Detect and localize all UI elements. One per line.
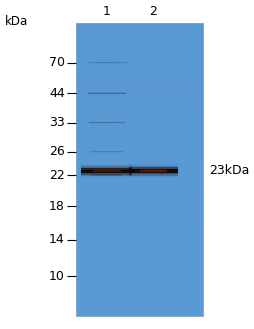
Bar	[139, 168, 166, 169]
Bar	[129, 177, 177, 178]
Text: 26: 26	[49, 145, 65, 158]
Bar	[92, 172, 120, 173]
Text: 2: 2	[149, 5, 157, 18]
Bar	[81, 167, 132, 168]
Bar	[129, 168, 177, 169]
Bar	[81, 167, 132, 168]
Bar	[92, 171, 120, 172]
Bar	[139, 169, 166, 170]
Bar	[129, 172, 177, 173]
Bar	[75, 62, 202, 82]
Bar	[81, 169, 132, 170]
Bar	[129, 170, 177, 171]
Bar	[75, 82, 202, 101]
Bar	[129, 174, 177, 175]
Bar	[81, 171, 132, 172]
Bar	[75, 23, 202, 316]
Bar	[75, 101, 202, 121]
Bar	[81, 174, 132, 175]
Text: 10: 10	[49, 270, 65, 283]
Bar	[139, 171, 166, 172]
Bar	[129, 166, 177, 167]
Bar	[129, 169, 177, 170]
Bar	[92, 173, 120, 174]
Bar	[81, 177, 132, 178]
Bar	[75, 42, 202, 62]
Bar	[75, 218, 202, 238]
Bar	[129, 165, 177, 166]
Bar	[139, 173, 166, 174]
Bar	[75, 199, 202, 218]
Bar	[81, 165, 132, 166]
Text: 70: 70	[49, 56, 65, 69]
Bar	[92, 169, 120, 170]
Bar	[81, 172, 132, 173]
Bar	[129, 164, 177, 165]
Bar	[81, 177, 132, 178]
Bar	[75, 179, 202, 199]
Bar	[129, 168, 177, 169]
Bar	[129, 166, 177, 167]
Bar	[81, 164, 132, 165]
Bar	[129, 175, 177, 176]
Bar	[81, 166, 132, 167]
Text: 44: 44	[49, 87, 65, 100]
Bar	[129, 173, 177, 174]
Bar	[92, 171, 120, 172]
Text: 18: 18	[49, 199, 65, 213]
Text: 1: 1	[103, 5, 110, 18]
Text: 14: 14	[49, 233, 65, 246]
Bar	[81, 171, 132, 172]
Bar	[139, 168, 166, 169]
Bar	[81, 173, 132, 174]
Bar	[81, 170, 132, 171]
Bar	[81, 168, 132, 169]
Bar	[129, 171, 177, 172]
Bar	[129, 165, 177, 166]
Bar	[81, 175, 132, 176]
Bar	[75, 257, 202, 277]
Text: 23kDa: 23kDa	[208, 164, 248, 177]
Bar	[75, 296, 202, 316]
Bar	[129, 175, 177, 176]
Bar	[92, 170, 120, 171]
Bar	[129, 169, 177, 170]
Bar	[129, 167, 177, 168]
Bar	[75, 277, 202, 296]
Bar	[81, 165, 132, 166]
Bar	[92, 168, 120, 169]
Bar	[139, 170, 166, 171]
Bar	[129, 172, 177, 173]
Bar	[81, 169, 132, 170]
Text: 22: 22	[49, 169, 65, 182]
Bar	[139, 171, 166, 172]
Bar	[75, 121, 202, 140]
Bar	[75, 238, 202, 257]
Bar	[129, 171, 177, 172]
Bar	[81, 173, 132, 174]
Bar	[75, 140, 202, 160]
Text: kDa: kDa	[5, 15, 28, 28]
Bar	[75, 23, 202, 42]
Bar	[75, 160, 202, 179]
Bar	[81, 176, 132, 177]
Bar	[139, 172, 166, 173]
Text: 33: 33	[49, 116, 65, 129]
Bar	[81, 175, 132, 176]
Bar	[129, 176, 177, 177]
Bar	[92, 172, 120, 173]
